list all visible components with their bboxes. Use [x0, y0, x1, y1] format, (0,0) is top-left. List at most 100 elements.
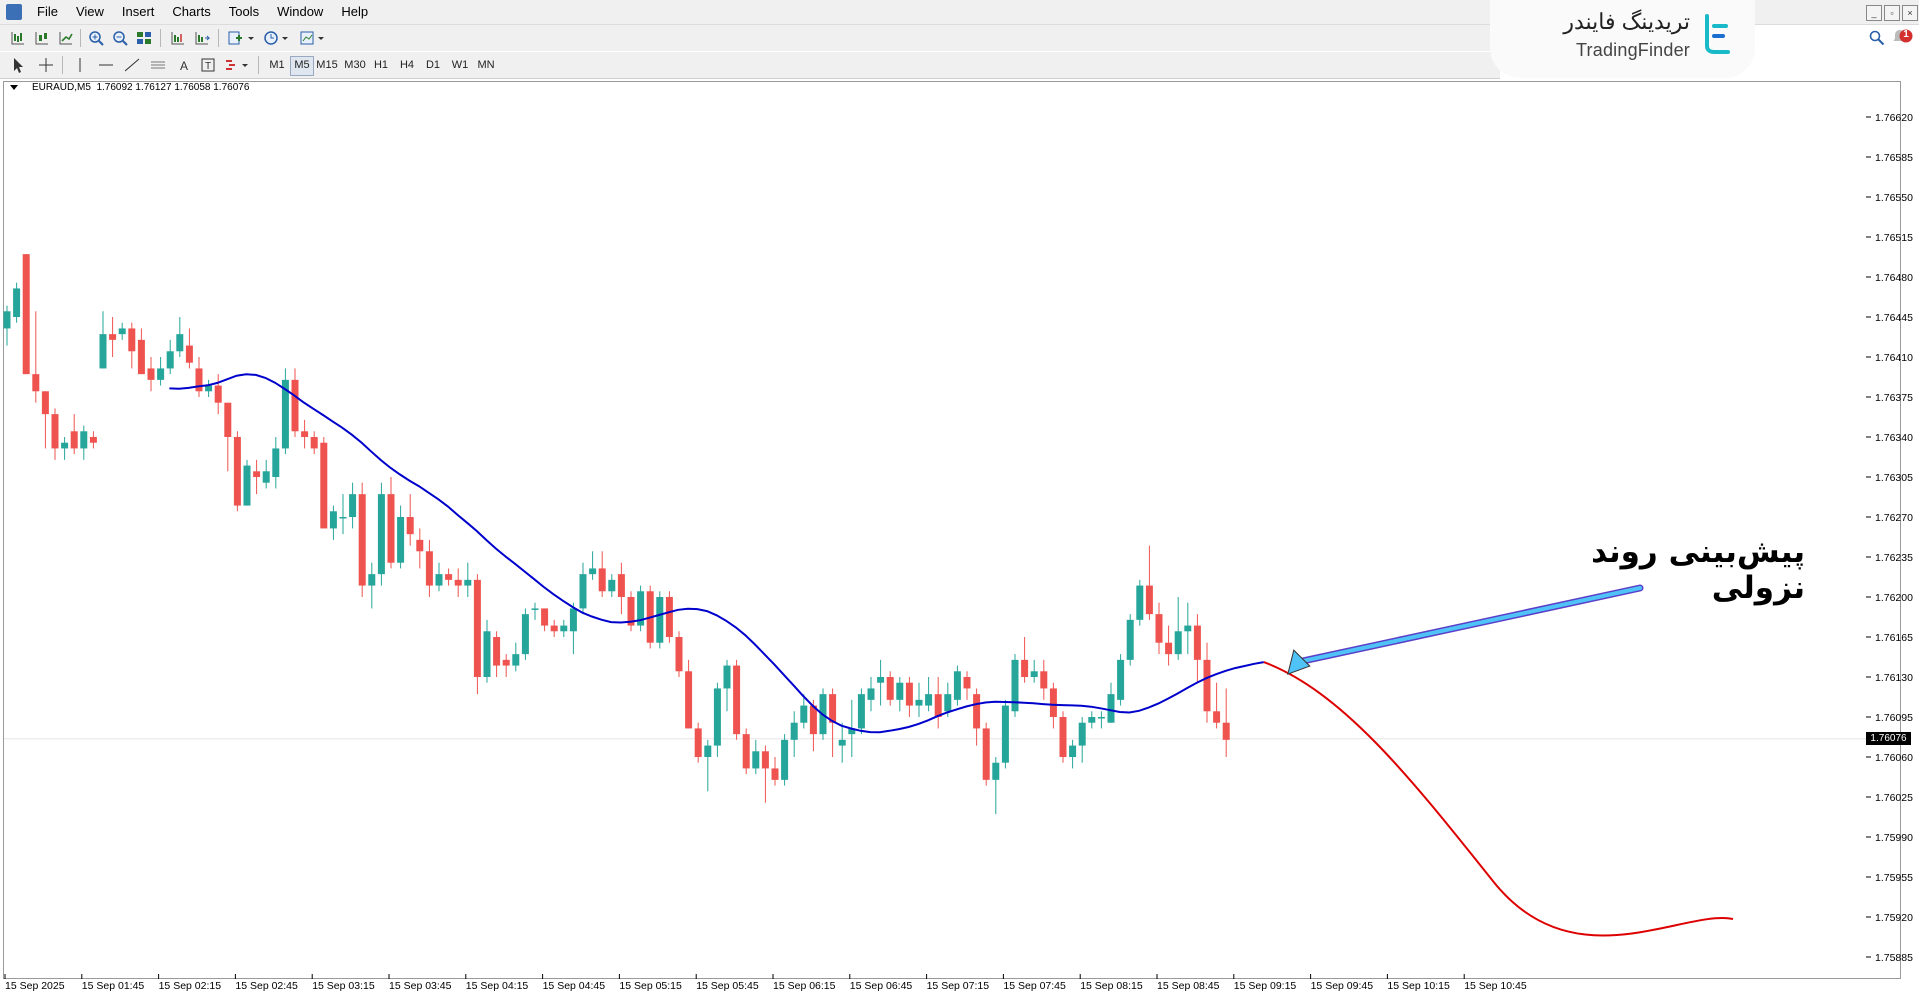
bull-candle [752, 751, 760, 769]
menu-insert[interactable]: Insert [121, 4, 155, 19]
menu-help[interactable]: Help [341, 4, 369, 19]
bull-candle [377, 494, 385, 575]
bull-candle [569, 608, 577, 632]
close-icon[interactable]: × [1902, 5, 1918, 21]
periods-clock-icon[interactable] [262, 28, 292, 48]
brand-name-fa: تریدینگ فایندر [1563, 9, 1690, 34]
bear-candle [310, 437, 318, 449]
bull-candle [800, 705, 808, 723]
timeframe-h1[interactable]: H1 [373, 59, 389, 71]
bull-candle [1184, 625, 1192, 632]
bear-candle [694, 728, 702, 757]
fibonacci-icon[interactable]: A [174, 55, 194, 75]
search-icon[interactable] [1868, 29, 1886, 47]
bear-candle [982, 728, 990, 780]
time-tick-label: 15 Sep 04:45 [543, 980, 606, 992]
zoom-out-icon[interactable] [110, 28, 130, 48]
time-tick-label: 15 Sep 07:15 [927, 980, 990, 992]
crosshair-icon[interactable] [36, 55, 56, 75]
bear-candle [224, 402, 232, 437]
price-tick-label: 1.76585 [1875, 152, 1913, 164]
price-tick-label: 1.76025 [1875, 792, 1913, 804]
time-tick-label: 15 Sep 03:15 [312, 980, 375, 992]
menu-view[interactable]: View [75, 4, 104, 19]
bull-candle [1117, 659, 1125, 700]
window-controls: _ ▫ × [1858, 5, 1918, 25]
bear-candle [109, 334, 117, 340]
timeframe-w1[interactable]: W1 [451, 59, 469, 71]
indicators-icon[interactable] [226, 28, 256, 48]
timeframe-m30[interactable]: M30 [344, 59, 366, 71]
bear-candle [1203, 659, 1211, 712]
bear-candle [195, 368, 203, 392]
restore-icon[interactable]: ▫ [1884, 5, 1900, 21]
forecast-line [1263, 661, 1734, 937]
bear-candle [89, 437, 97, 443]
menu-window[interactable]: Window [277, 4, 324, 19]
bull-candle [272, 448, 280, 477]
price-tick-label: 1.75990 [1875, 832, 1913, 844]
bull-candle [281, 379, 289, 449]
bull-candle [838, 739, 846, 746]
timeframe-m1[interactable]: M1 [269, 59, 285, 71]
templates-icon[interactable] [298, 28, 328, 48]
time-tick-label: 15 Sep 05:45 [696, 980, 759, 992]
timeframe-d1[interactable]: D1 [425, 59, 441, 71]
horizontal-line-icon[interactable] [96, 55, 116, 75]
minimize-icon[interactable]: _ [1866, 5, 1882, 21]
price-tick-label: 1.75885 [1875, 952, 1913, 964]
cursor-icon[interactable] [8, 55, 28, 75]
bear-candle [1193, 625, 1201, 660]
bear-candle [387, 494, 395, 563]
autoscroll-icon[interactable] [192, 28, 212, 48]
bear-candle [550, 625, 558, 632]
bull-candle [205, 385, 213, 392]
timeframe-m15[interactable]: M15 [316, 59, 338, 71]
text-label-icon[interactable]: T [198, 55, 218, 75]
line-chart-icon[interactable] [56, 28, 76, 48]
vertical-line-icon[interactable] [70, 55, 90, 75]
timeframe-h4[interactable]: H4 [399, 59, 415, 71]
timeframe-mn[interactable]: MN [477, 59, 495, 71]
time-tick-label: 15 Sep 02:15 [159, 980, 222, 992]
chart-menu-triangle-icon[interactable] [10, 84, 18, 90]
zoom-in-icon[interactable] [86, 28, 106, 48]
menu-tools[interactable]: Tools [228, 4, 260, 19]
price-tick-label: 1.76060 [1875, 752, 1913, 764]
timeframe-m5[interactable]: M5 [290, 56, 314, 76]
price-axis: 1.76620 1.76585 1.76550 1.76515 1.76480 1.764… [1866, 112, 1913, 964]
notifications-icon[interactable]: 1 [1890, 27, 1914, 49]
candlestick-chart-icon[interactable] [32, 28, 52, 48]
bull-candle [435, 574, 443, 586]
equidistant-channel-icon[interactable] [148, 55, 168, 75]
bull-candle [915, 699, 923, 706]
bull-candle [867, 688, 875, 700]
menu-charts[interactable]: Charts [172, 4, 211, 19]
bear-candle [685, 671, 693, 729]
bear-candle [1165, 642, 1173, 655]
bull-candle [656, 597, 664, 643]
bull-candle [349, 494, 357, 517]
bear-candle [905, 682, 913, 706]
bear-candle [963, 677, 971, 689]
bear-candle [502, 659, 510, 666]
menu-file[interactable]: File [37, 4, 58, 19]
arrows-shapes-icon[interactable] [222, 55, 252, 75]
chart-shift-icon[interactable] [168, 28, 188, 48]
trendline-icon[interactable] [122, 55, 142, 75]
bull-candle [1078, 722, 1086, 746]
bull-candle [992, 762, 1000, 780]
chart-window[interactable] [3, 81, 1901, 979]
bull-candle [512, 654, 520, 666]
bar-chart-icon[interactable] [8, 28, 28, 48]
time-tick-label: 15 Sep 08:45 [1157, 980, 1220, 992]
bear-candle [233, 437, 241, 506]
bear-candle [809, 705, 817, 735]
time-tick-label: 15 Sep 09:45 [1311, 980, 1374, 992]
tile-windows-icon[interactable] [134, 28, 154, 48]
price-tick-label: 1.76410 [1875, 352, 1913, 364]
bear-candle [1040, 671, 1048, 689]
bear-candle [473, 579, 481, 677]
bull-candle [713, 688, 721, 746]
